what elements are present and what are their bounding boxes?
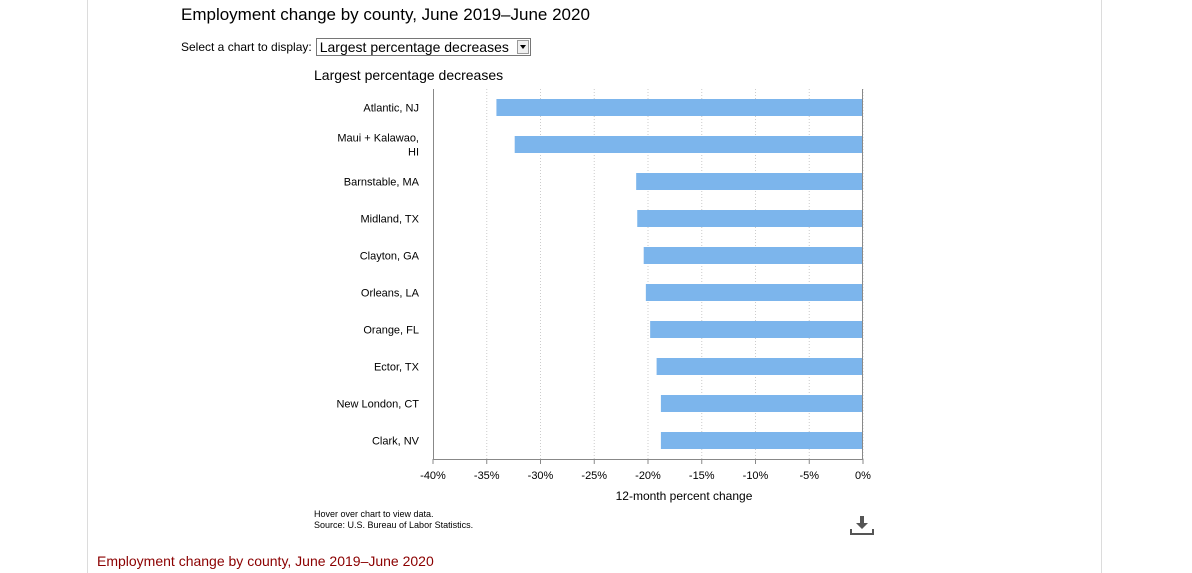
page-title: Employment change by county, June 2019–J… xyxy=(181,5,590,24)
bar[interactable] xyxy=(660,395,863,412)
chart-selector-label: Select a chart to display: xyxy=(181,40,312,54)
x-tick-label: -40% xyxy=(420,470,446,482)
category-label: Orange, FL xyxy=(363,325,419,337)
x-axis-title: 12-month percent change xyxy=(616,489,753,503)
chevron-down-icon[interactable] xyxy=(516,40,529,54)
bar[interactable] xyxy=(637,210,863,227)
chart-notes: Hover over chart to view data. Source: U… xyxy=(314,509,473,531)
bar[interactable] xyxy=(636,173,863,190)
x-tick-label: -35% xyxy=(474,470,500,482)
category-label: Clayton, GA xyxy=(360,251,420,263)
category-label: Maui + Kalawao, HI xyxy=(337,133,419,159)
download-icon[interactable] xyxy=(849,515,875,537)
x-tick-label: -15% xyxy=(689,470,715,482)
labels: Atlantic, NJ Maui + Kalawao, HI Barnstable,… xyxy=(336,103,871,504)
chart-selector-dropdown[interactable]: Largest percentage decreases xyxy=(315,38,531,56)
axes xyxy=(432,89,864,464)
chart-title: Largest percentage decreases xyxy=(314,67,504,83)
bars xyxy=(496,99,863,449)
category-label: Orleans, LA xyxy=(361,288,420,300)
x-tick-label: -10% xyxy=(743,470,769,482)
category-label: Clark, NV xyxy=(372,436,420,448)
category-label: Midland, TX xyxy=(361,214,420,226)
x-tick-label: 0% xyxy=(855,470,871,482)
x-tick-label: -20% xyxy=(635,470,661,482)
right-border xyxy=(1101,0,1102,573)
category-label: Barnstable, MA xyxy=(344,177,420,189)
hover-note: Hover over chart to view data. xyxy=(314,509,434,519)
bar[interactable] xyxy=(643,247,863,264)
bar[interactable] xyxy=(656,358,863,375)
x-tick-label: -5% xyxy=(799,470,819,482)
left-border xyxy=(87,0,88,573)
bar[interactable] xyxy=(645,284,863,301)
chart-selector-value: Largest percentage decreases xyxy=(319,39,509,55)
bar[interactable] xyxy=(660,432,863,449)
bar[interactable] xyxy=(496,99,863,116)
bar[interactable] xyxy=(650,321,863,338)
category-label: Ector, TX xyxy=(374,362,420,374)
bottom-title: Employment change by county, June 2019–J… xyxy=(97,553,434,569)
bar[interactable] xyxy=(514,136,863,153)
category-label: Atlantic, NJ xyxy=(363,103,419,115)
x-tick-label: -25% xyxy=(581,470,607,482)
x-tick-label: -30% xyxy=(528,470,554,482)
category-label: New London, CT xyxy=(336,399,419,411)
chart-selector-row: Select a chart to display: Largest perce… xyxy=(181,37,531,57)
source-note: Source: U.S. Bureau of Labor Statistics. xyxy=(314,520,474,530)
